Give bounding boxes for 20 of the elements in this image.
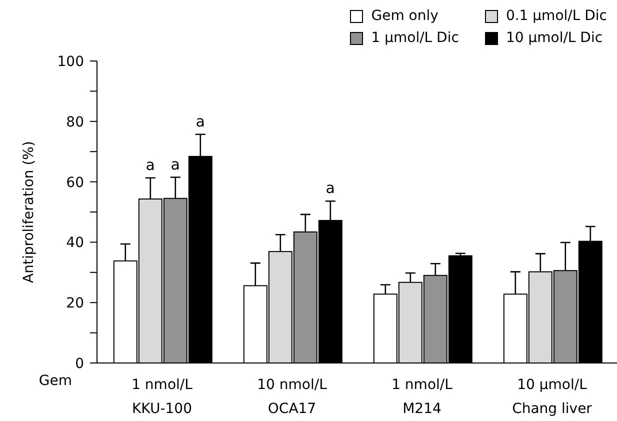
y-tick-label: 80 [66,114,84,130]
data-label: a [146,156,155,174]
x-tick-label: 1 nmol/L KKU-100 [132,377,193,417]
legend-label: Gem only [371,8,438,24]
y-tick-label: 20 [66,296,84,312]
x-tick-label: 10 nmol/L OCA17 [257,377,328,417]
y-tick-label: 100 [57,54,84,70]
x-tick-label: 10 μmol/L Chang liver [512,377,592,417]
y-axis-title: Antiproliferation (%) [20,141,37,283]
y-tick-label: 40 [66,235,84,252]
data-label: a [326,179,335,198]
x-axis-title: Gem [38,373,72,389]
data-label: a [170,155,180,174]
legend-label: 1 μmol/L Dic [371,30,459,46]
y-tick-label: 0 [75,356,84,372]
x-tick-label: 1 nmol/L M214 [392,377,453,417]
y-tick-label: 60 [66,174,84,191]
legend-label: 10 μmol/L Dic [506,30,603,46]
data-label: a [196,112,205,130]
legend-label: 0.1 μmol/L Dic [506,8,607,24]
